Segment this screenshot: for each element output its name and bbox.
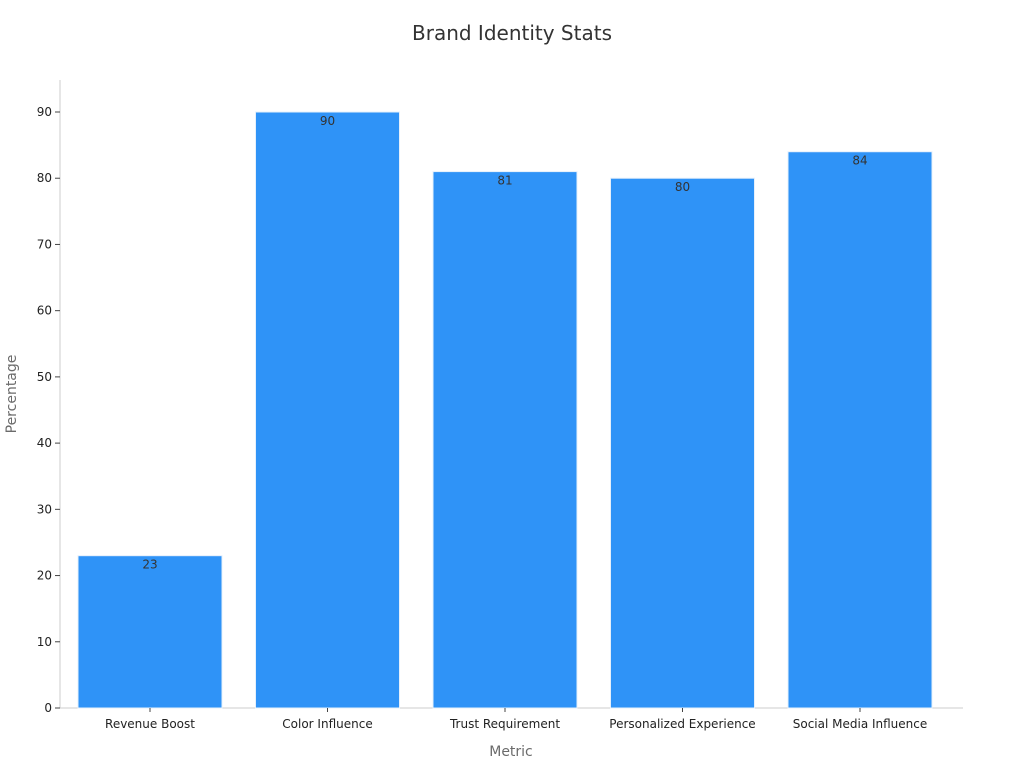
bar-value-label: 81 <box>497 174 512 188</box>
x-tick-label: Trust Requirement <box>449 717 560 731</box>
x-tick-label: Social Media Influence <box>793 717 928 731</box>
y-tick-label: 90 <box>37 105 52 119</box>
y-axis-label: Percentage <box>4 355 20 434</box>
y-tick-label: 30 <box>37 502 52 516</box>
chart-title: Brand Identity Stats <box>412 21 612 45</box>
y-tick-label: 50 <box>37 370 52 384</box>
y-tick-label: 80 <box>37 171 52 185</box>
bar <box>610 177 755 709</box>
bar <box>787 151 933 709</box>
x-tick-label: Color Influence <box>282 717 372 731</box>
y-tick-label: 70 <box>37 237 52 251</box>
bar-value-label: 84 <box>852 154 867 168</box>
x-axis-label: Metric <box>489 744 533 760</box>
x-tick-label: Revenue Boost <box>105 717 195 731</box>
bar-value-label: 90 <box>320 114 335 128</box>
y-tick-label: 40 <box>37 436 52 450</box>
y-tick-label: 20 <box>37 569 52 583</box>
x-tick-label: Personalized Experience <box>609 717 755 731</box>
bar <box>255 111 400 709</box>
bar-value-label: 80 <box>675 180 690 194</box>
y-tick-label: 60 <box>37 304 52 318</box>
bar <box>432 171 578 709</box>
y-tick-label: 10 <box>37 635 52 649</box>
y-tick-label: 0 <box>44 701 52 715</box>
plot-area: 0 10 20 30 40 50 60 70 80 90 23 Revenue Boost 90 Colo… <box>37 80 963 731</box>
bar <box>77 555 223 709</box>
bar-value-label: 23 <box>142 558 157 572</box>
